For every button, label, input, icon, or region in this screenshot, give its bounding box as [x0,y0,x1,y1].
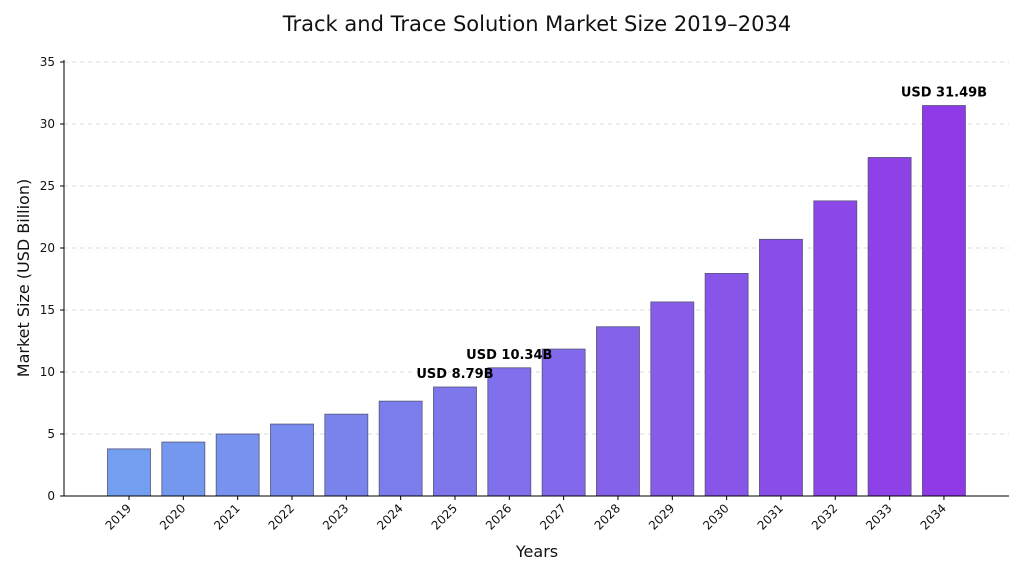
y-tick-label: 10 [40,365,55,379]
bar-2022 [270,423,314,497]
data-label-2025: USD 8.79B [416,367,493,382]
bar-2025 [433,386,477,497]
y-tick-label: 5 [47,427,55,441]
y-axis-label: Market Size (USD Billion) [14,179,33,377]
x-tick-label: 2033 [863,501,894,532]
y-tick-label: 20 [40,241,55,255]
x-tick-label: 2021 [211,501,242,532]
bar-2023 [324,413,369,497]
y-axis-ticks: 0 5 10 15 20 25 30 35 [40,55,64,503]
bar-2026 [487,367,532,497]
bar-2020 [161,441,206,497]
data-labels: USD 8.79B USD 10.34B USD 31.49B [416,86,987,382]
bar-2024 [378,400,423,497]
y-tick-label: 30 [40,117,55,131]
x-tick-label: 2025 [429,501,460,532]
y-tick-label: 35 [40,55,55,69]
x-tick-label: 2023 [320,501,351,532]
x-tick-label: 2030 [700,501,731,532]
y-tick-label: 0 [47,489,55,503]
x-tick-label: 2019 [103,501,134,532]
bar-2034 [922,105,966,497]
x-tick-label: 2020 [157,501,188,532]
bar-2032 [813,200,858,497]
bar-2033 [867,157,912,497]
bar-2031 [759,238,803,497]
bar-2028 [596,326,640,497]
x-tick-label: 2027 [537,501,568,532]
y-tick-label: 25 [40,179,55,193]
x-tick-label: 2034 [918,501,949,532]
x-tick-label: 2031 [755,501,786,532]
bar-2030 [704,273,749,497]
x-tick-label: 2024 [374,501,405,532]
x-tick-label: 2022 [266,501,297,532]
y-tick-label: 15 [40,303,55,317]
grid-lines [64,61,1009,435]
x-tick-label: 2029 [646,501,677,532]
x-tick-label: 2026 [483,501,514,532]
x-tick-label: 2032 [809,501,840,532]
bar-2027 [541,348,586,497]
bar-2021 [215,433,260,497]
chart-title: Track and Trace Solution Market Size 201… [282,12,791,36]
x-tick-label: 2028 [592,501,623,532]
bars [107,105,966,497]
bar-2019 [107,448,151,497]
data-label-2034: USD 31.49B [901,86,987,101]
data-label-2026: USD 10.34B [466,348,552,363]
x-axis-ticks: 2019 2020 2021 2022 2023 2024 2025 2026 2027 2028… [103,496,949,533]
x-axis-label: Years [515,542,558,561]
bar-2029 [650,301,695,497]
